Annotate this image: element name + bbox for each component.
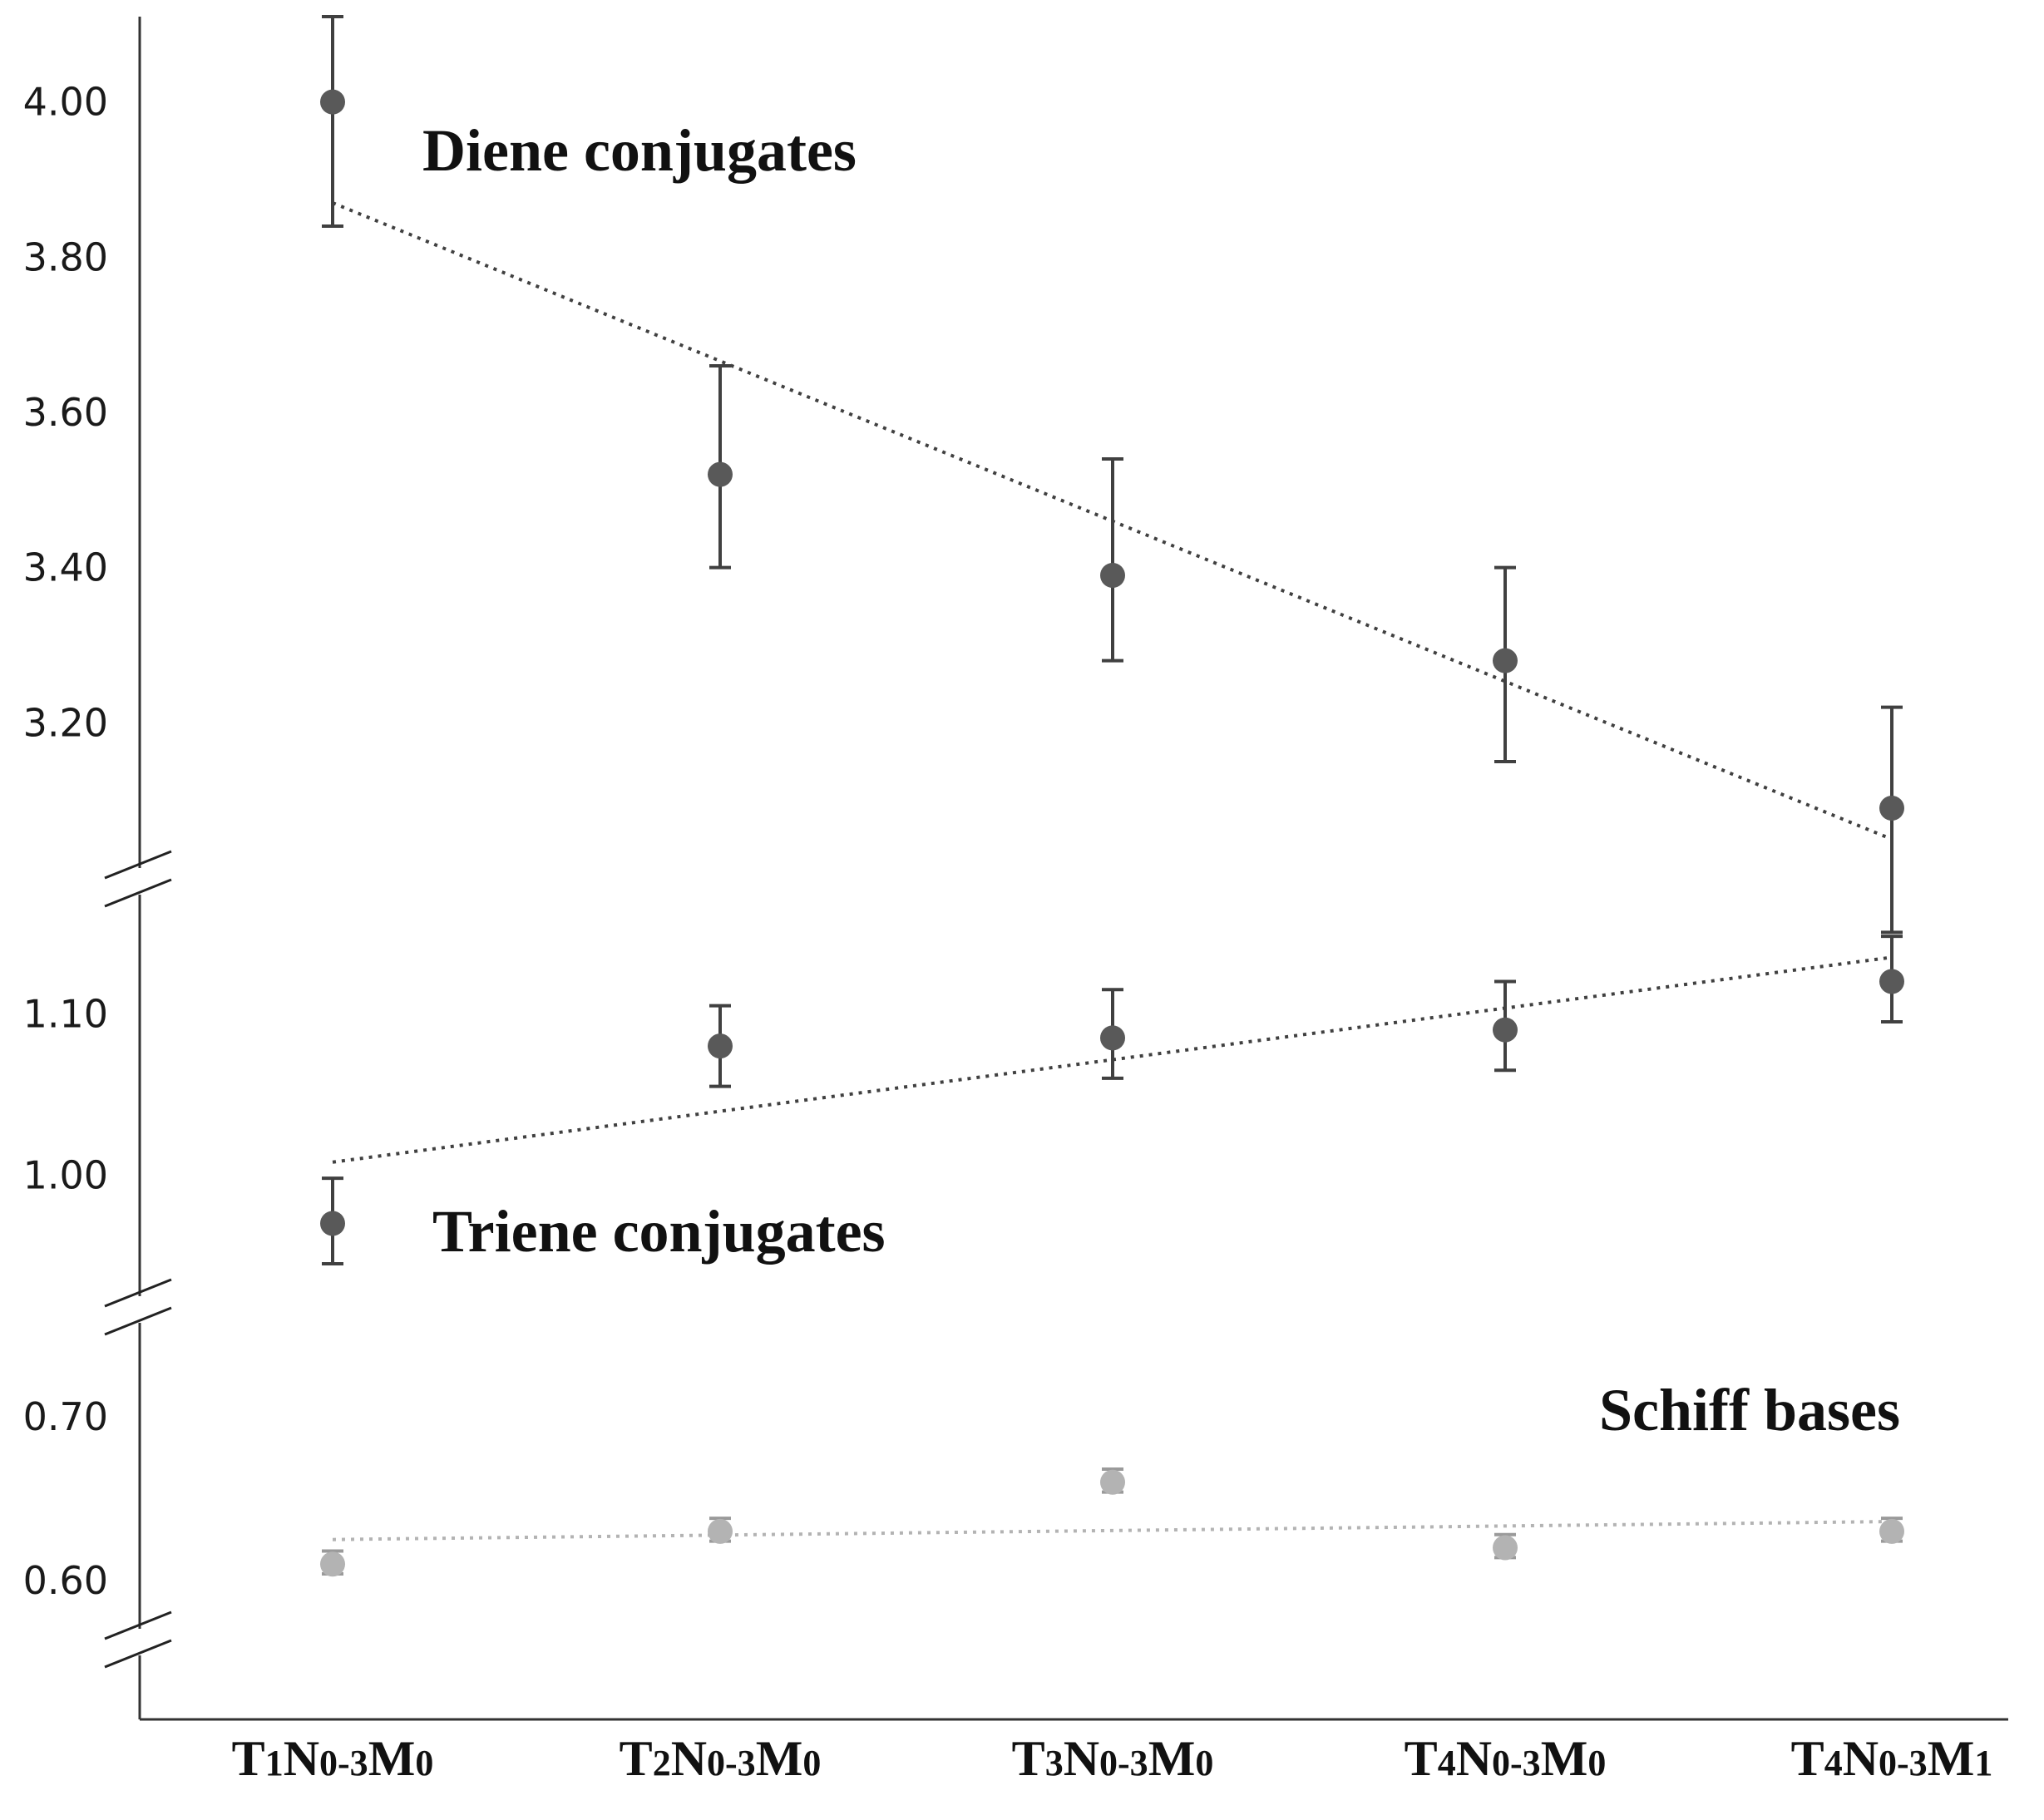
trend-line <box>332 1520 1893 1541</box>
axes <box>104 17 2008 1721</box>
axis-break-mark <box>104 1278 172 1308</box>
y-tick-label: 1.10 <box>23 991 108 1036</box>
y-tick-label: 0.60 <box>23 1558 108 1603</box>
data-point <box>1100 1025 1125 1051</box>
data-point <box>320 1211 345 1236</box>
data-point <box>1879 969 1904 994</box>
y-tick-label: 0.70 <box>23 1394 108 1439</box>
series-label: Diene conjugates <box>422 117 857 184</box>
data-point <box>320 1551 345 1577</box>
y-tick-label: 3.80 <box>23 234 108 279</box>
x-tick-label: T3N0-3M0 <box>1012 1731 1214 1786</box>
axis-break-mark <box>104 1610 172 1640</box>
data-point <box>1879 1518 1904 1544</box>
y-tick-label: 3.20 <box>23 700 108 745</box>
data-point <box>1493 1017 1518 1043</box>
axis-break-mark <box>104 1639 172 1669</box>
chart-labels: 4.00 3.80 3.60 3.40 3.20 Diene conjugates 1.10… <box>23 80 1993 1786</box>
data-point <box>1100 563 1125 588</box>
axis-break-mark <box>104 878 172 908</box>
axis-break-mark <box>104 1306 172 1336</box>
data-point <box>1879 796 1904 821</box>
series-label: Triene conjugates <box>432 1198 886 1265</box>
chart-marks <box>320 15 1904 1577</box>
y-tick-label: 3.40 <box>23 545 108 590</box>
x-tick-label: T2N0-3M0 <box>620 1731 822 1786</box>
data-point <box>708 461 733 487</box>
data-point <box>1493 1535 1518 1561</box>
axis-break-mark <box>104 850 172 880</box>
data-point <box>1493 648 1518 673</box>
x-tick-label: T1N0-3M0 <box>232 1731 434 1786</box>
series-label: Schiff bases <box>1599 1377 1900 1443</box>
y-tick-label: 3.60 <box>23 390 108 435</box>
x-tick-label: T4N0-3M1 <box>1791 1731 1993 1786</box>
data-point <box>1100 1469 1125 1495</box>
x-tick-label: T4N0-3M0 <box>1405 1731 1607 1786</box>
data-point <box>320 89 345 115</box>
data-point <box>708 1518 733 1544</box>
y-tick-label: 1.00 <box>23 1152 108 1197</box>
y-tick-label: 4.00 <box>23 80 108 125</box>
trend-line <box>332 955 1893 1164</box>
data-point <box>708 1033 733 1059</box>
